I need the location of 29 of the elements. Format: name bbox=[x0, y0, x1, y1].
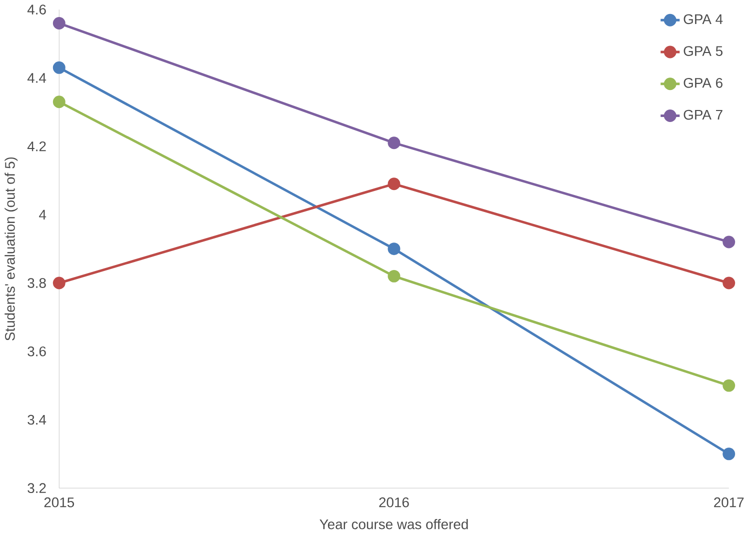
x-tick-label: 2016 bbox=[379, 497, 409, 508]
point bbox=[388, 270, 400, 282]
legend-label: GPA 5 bbox=[684, 46, 722, 56]
point bbox=[722, 448, 736, 460]
point bbox=[722, 276, 736, 290]
point bbox=[52, 61, 66, 74]
point bbox=[722, 236, 736, 248]
y-axis-title: Students' evaluation (out of 5) bbox=[4, 158, 18, 341]
point bbox=[722, 379, 736, 392]
x-axis-title: Year course was offered bbox=[320, 519, 468, 530]
y-tick-label: 3.8 bbox=[28, 278, 46, 288]
legend-label: GPA 7 bbox=[684, 110, 722, 120]
y-tick-label: 3.6 bbox=[28, 346, 46, 356]
point bbox=[52, 96, 66, 108]
x-tick-label: 2015 bbox=[44, 497, 74, 508]
point bbox=[388, 136, 400, 150]
y-tick-label: 4.4 bbox=[27, 73, 46, 83]
y-tick-label: 4 bbox=[39, 210, 46, 220]
legend-label: GPA 6 bbox=[684, 78, 722, 88]
point bbox=[52, 276, 66, 290]
y-tick-label: 3.2 bbox=[28, 483, 46, 494]
point bbox=[388, 178, 400, 190]
point bbox=[388, 242, 400, 256]
x-tick-label: 2017 bbox=[714, 497, 744, 508]
y-tick-label: 4.2 bbox=[27, 142, 46, 152]
y-tick-label: 4.6 bbox=[27, 4, 46, 15]
legend-label: GPA 4 bbox=[684, 14, 723, 24]
y-tick-label: 3.4 bbox=[28, 414, 46, 425]
point bbox=[52, 17, 66, 30]
